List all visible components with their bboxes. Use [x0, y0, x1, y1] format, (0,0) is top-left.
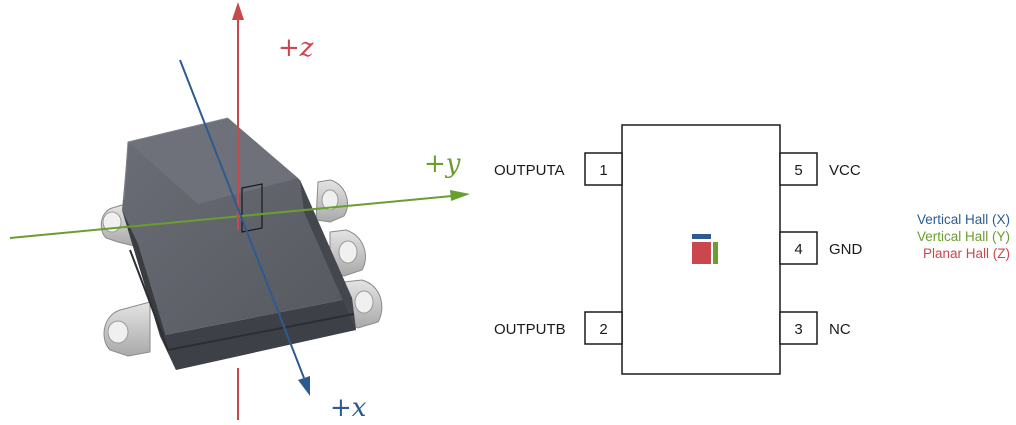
left-lead-bottom	[103, 301, 151, 357]
right-lead-2	[329, 229, 366, 277]
x-axis	[179, 59, 305, 379]
y-axis-label: +y	[424, 149, 461, 179]
vertical-hall-x-element	[692, 234, 711, 239]
pin-1-name: OUTPUTA	[494, 162, 565, 179]
x-axis-label: +x	[330, 393, 367, 423]
package-3d-illustration: +z +y +x	[9, 2, 470, 423]
y-axis-arrowhead	[450, 190, 470, 201]
z-axis-label: +z	[278, 33, 314, 63]
legend-planar-hall-z: Planar Hall (Z)	[922, 246, 1010, 261]
hall-sensor-cluster	[692, 234, 718, 264]
z-axis-arrowhead	[232, 2, 244, 20]
pin-5-number: 5	[794, 162, 802, 179]
pin-1: 1 OUTPUTA	[494, 152, 623, 186]
pin-5-name: VCC	[829, 162, 861, 179]
pin-4: 4 GND	[779, 231, 863, 265]
pin-4-number: 4	[794, 241, 802, 258]
pin-5: 5 VCC	[779, 152, 861, 186]
planar-hall-z-element	[692, 242, 711, 264]
pin-2-number: 2	[599, 321, 607, 338]
y-axis	[9, 195, 453, 239]
pin-3: 3 NC	[779, 311, 851, 345]
vertical-hall-y-element	[713, 242, 718, 264]
legend-vertical-hall-y: Vertical Hall (Y)	[916, 229, 1010, 244]
pin-3-number: 3	[794, 321, 802, 338]
pin-2: 2 OUTPUTB	[494, 311, 623, 345]
pin-1-number: 1	[599, 162, 607, 179]
pin-2-name: OUTPUTB	[494, 321, 566, 338]
legend-vertical-hall-x: Vertical Hall (X)	[916, 212, 1010, 227]
pin-3-name: NC	[829, 321, 851, 338]
pin-4-name: GND	[829, 241, 863, 258]
pinout-diagram: 1 OUTPUTA 2 OUTPUTB 3 NC 4 GND 5 VCC	[494, 124, 863, 375]
sensor-legend: Vertical Hall (X) Vertical Hall (Y) Plan…	[880, 211, 1010, 262]
right-lead-1	[315, 179, 348, 223]
x-axis-arrowhead	[298, 376, 310, 396]
